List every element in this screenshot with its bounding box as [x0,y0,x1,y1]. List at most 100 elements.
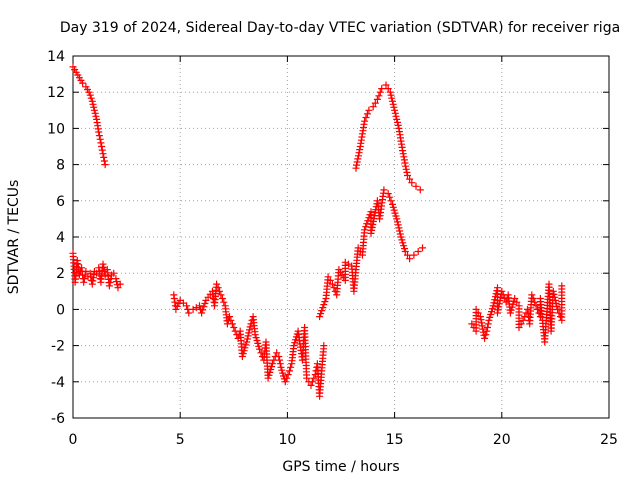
data-point-trace [87,94,95,102]
y-tick-label: 0 [56,302,65,318]
y-tick-label: 6 [56,194,65,210]
data-point-trace [92,112,100,120]
data-point-trace [303,371,311,379]
data-point [406,255,414,263]
data-point-trace [356,146,364,154]
data-point-trace [401,245,408,253]
data-point-trace [106,278,114,286]
data-point-trace [399,147,407,155]
data-point-trace [402,165,410,173]
data-point-trace [214,284,222,292]
data-point-trace [317,310,325,318]
data-point-trace [386,193,394,201]
data-point [328,280,336,288]
data-point-trace [330,284,338,292]
data-point-trace [388,94,396,102]
data-point [97,139,105,147]
data-point-trace [231,327,239,335]
data-point-trace [495,300,503,308]
data-point-trace [98,146,106,154]
data-point-trace [268,363,275,371]
data-point-trace [394,121,402,129]
data-point-trace [227,316,235,324]
data-point-trace [243,335,251,343]
data-point [369,103,377,111]
x-tick-label: 15 [386,432,404,448]
data-point [114,284,122,292]
data-point-trace [379,189,387,197]
data-point-trace [251,328,259,336]
tick-layer: 0 5 10 15 20 25 -6 -4 -2 0 2 4 6 8 10 12 14 [47,49,618,448]
grid-layer [73,56,609,418]
data-point-trace [179,299,187,307]
series-2 [69,249,124,292]
data-point [101,161,109,169]
data-point [419,244,426,252]
data-point-trace [387,91,395,99]
data-point [307,381,315,389]
data-point [286,367,293,375]
x-tick-label: 25 [600,432,618,448]
data-point-trace [199,306,207,314]
data-point [273,349,281,357]
y-tick-label: -6 [51,411,65,427]
data-point-trace [276,356,283,364]
data-point-trace [553,302,561,310]
y-tick-label: 12 [47,85,65,101]
data-point-trace [276,360,284,368]
data-point-trace [246,326,253,334]
data-point-trace [371,99,379,107]
x-tick-label: 0 [69,432,78,448]
data-point-trace [488,305,496,313]
data-point [90,106,98,114]
data-point-trace [246,323,254,331]
data-point-trace [551,296,559,304]
data-point-trace [345,260,352,268]
data-point-trace [90,271,98,279]
data-point-trace [392,212,400,220]
series-1 [69,63,109,169]
data-point-trace [341,261,349,269]
series-4 [316,186,426,321]
data-point-trace [216,287,223,295]
data-point-trace [406,175,414,183]
data-point-trace [200,303,208,311]
data-point-trace [244,332,252,340]
data-point [230,324,238,331]
data-point-trace [550,290,558,298]
data-point-trace [404,251,411,259]
data-point-trace [192,304,200,312]
series-6 [468,280,566,346]
data-point-trace [394,118,401,126]
data-point-trace [320,301,328,309]
data-point-trace [173,302,181,310]
data-point-trace [90,103,98,111]
data-point-trace [363,110,371,118]
data-point-trace [284,371,292,379]
data-point-trace [394,218,401,226]
x-tick-label: 20 [493,432,511,448]
data-point-trace [228,320,236,328]
data-point-trace [100,267,108,275]
data-point-trace [482,331,490,339]
data-point [416,186,424,194]
data-point-trace [551,293,559,301]
data-point-trace [242,341,250,349]
data-point-trace [81,271,89,279]
data-point [185,309,193,317]
data-point [365,106,373,114]
data-point-trace [100,157,108,165]
y-tick-label: 4 [56,230,65,246]
data-point [532,302,540,310]
data-point [110,269,118,277]
data-point-trace [94,125,102,133]
data-point-trace [100,153,108,161]
data-point-trace [80,275,88,283]
data-point [412,182,420,190]
data-point [316,313,324,321]
data-point-trace [320,345,328,353]
data-point-trace [257,349,265,357]
data-point-trace [529,295,537,302]
data-point-trace [396,227,404,235]
series-3 [170,280,328,400]
